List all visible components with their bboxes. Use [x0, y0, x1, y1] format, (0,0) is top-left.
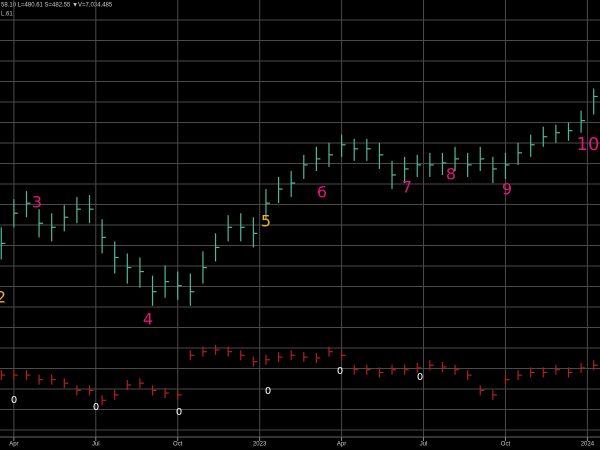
x-tick-label: Jul — [92, 442, 100, 448]
annotation: 0 — [337, 366, 343, 377]
annotation: 10 — [577, 134, 600, 155]
x-tick-label: Apr — [9, 442, 18, 448]
x-tick-label: Jul — [420, 442, 428, 448]
x-tick-label: 2023 — [253, 442, 267, 448]
annotation: 8 — [446, 165, 456, 184]
annotation: 0 — [93, 402, 99, 413]
annotation: 9 — [502, 180, 512, 199]
annotation: 0 — [11, 395, 17, 406]
annotation: 7 — [402, 178, 412, 197]
annotation: 0 — [417, 372, 423, 383]
annotation: 2 — [0, 288, 6, 307]
annotation: 4 — [143, 310, 153, 329]
sub-line: L.61 — [1, 12, 13, 18]
annotation: 6 — [317, 183, 327, 202]
x-tick-label: Oct — [501, 442, 511, 448]
annotation: 5 — [261, 212, 271, 231]
x-tick-label: 2024 — [581, 442, 595, 448]
annotation: 0 — [176, 407, 182, 418]
quote-line: 58.10 L=480.61 S=482.55 ▼V=7,034.485 — [1, 3, 113, 9]
annotation: 0 — [265, 386, 271, 397]
annotation: 3 — [32, 193, 42, 212]
x-tick-label: Apr — [337, 442, 346, 448]
x-tick-label: Oct — [173, 442, 183, 448]
